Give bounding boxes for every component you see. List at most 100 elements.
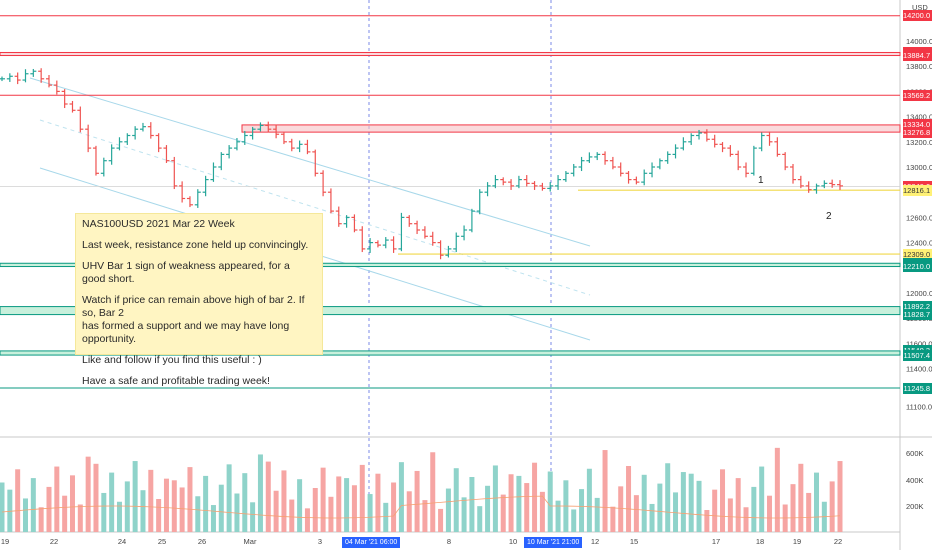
volume-bar — [798, 463, 804, 532]
x-axis-tick: 19 — [793, 537, 801, 546]
candle — [609, 156, 616, 170]
candle — [672, 144, 679, 159]
volume-bar — [187, 467, 193, 532]
candle — [727, 145, 734, 157]
volume-bar — [414, 470, 420, 532]
candle — [61, 89, 68, 109]
volume-bar — [485, 485, 491, 532]
volume-bar — [516, 475, 522, 532]
volume-bar — [673, 492, 679, 532]
volume-bar — [696, 480, 702, 532]
volume-axis-tick: 400K — [906, 476, 924, 485]
volume-bar — [626, 466, 632, 532]
candle — [711, 134, 718, 148]
volume-bar — [257, 454, 263, 532]
candle — [758, 132, 765, 152]
volume-bar — [297, 479, 303, 532]
candle — [85, 124, 92, 153]
volume-bar — [727, 498, 733, 532]
candle — [351, 214, 358, 233]
x-axis-tick: 25 — [158, 537, 166, 546]
candle — [202, 175, 209, 197]
candle — [249, 126, 256, 140]
volume-bar — [195, 496, 201, 532]
candle — [14, 72, 21, 85]
volume-bar — [806, 492, 812, 532]
candle — [578, 156, 585, 172]
candle — [406, 215, 413, 227]
candle — [445, 245, 452, 258]
candle — [539, 182, 546, 191]
x-axis-tick: Mar — [244, 537, 257, 546]
candle — [523, 175, 530, 187]
candle — [664, 151, 671, 164]
x-axis-tick: 18 — [756, 537, 764, 546]
volume-bar — [62, 495, 68, 532]
volume-bar — [453, 468, 459, 532]
candle — [38, 68, 45, 83]
y-axis-tick: 13200.0 — [906, 138, 932, 147]
candle — [492, 175, 499, 189]
candle — [171, 156, 178, 190]
y-axis-tick: 13400.0 — [906, 113, 932, 122]
candle — [696, 129, 703, 140]
candle — [476, 189, 483, 215]
volume-bar — [743, 507, 749, 532]
candle — [163, 145, 170, 163]
volume-bar — [665, 463, 671, 532]
volume-bar — [69, 475, 75, 532]
candle — [288, 138, 295, 152]
x-axis-tick: 19 — [1, 537, 9, 546]
volume-bar — [430, 452, 436, 532]
volume-bar — [649, 503, 655, 532]
candle — [296, 140, 303, 153]
volume-bar — [461, 497, 467, 532]
candle — [280, 131, 287, 145]
volume-bar — [210, 505, 216, 532]
volume-bar — [15, 469, 21, 532]
volume-bar — [328, 496, 334, 532]
candle — [374, 240, 381, 248]
candle — [100, 157, 107, 177]
x-axis-tick: 12 — [591, 537, 599, 546]
x-axis-tick: 24 — [118, 537, 126, 546]
volume-bar — [391, 482, 397, 532]
crosshair-date-badge: 10 Mar '21 21:00 — [524, 537, 583, 548]
candle — [45, 75, 52, 88]
candle — [124, 133, 131, 145]
x-axis-tick: 26 — [198, 537, 206, 546]
candle — [617, 162, 624, 177]
candle — [719, 142, 726, 153]
y-axis-tick: 12400.0 — [906, 239, 932, 248]
volume-bar — [312, 488, 318, 532]
channel-line — [29, 77, 591, 247]
candle — [0, 76, 5, 82]
candle — [186, 196, 193, 208]
y-axis-tick: 14000.0 — [906, 37, 932, 46]
x-axis-tick: 10 — [509, 537, 517, 546]
volume-bar — [555, 500, 561, 532]
volume-bar — [242, 473, 248, 532]
candle — [30, 68, 37, 77]
volume-bar — [203, 475, 209, 532]
candle — [139, 122, 146, 132]
candle — [116, 137, 123, 151]
candle — [210, 162, 217, 182]
price-tag: 14200.0 — [903, 10, 932, 22]
trade-note[interactable]: NAS100USD 2021 Mar 22 Week Last week, re… — [75, 213, 323, 387]
price-tag: 11507.4 — [903, 349, 932, 361]
candle — [335, 206, 342, 227]
y-axis-tick: 13800.0 — [906, 62, 932, 71]
volume-bar — [359, 464, 365, 532]
volume-bar — [751, 486, 757, 532]
volume-bar — [226, 464, 232, 532]
candle — [398, 212, 405, 252]
volume-ma-line — [1, 495, 841, 519]
volume-bar — [38, 507, 44, 532]
volume-bar — [814, 472, 820, 532]
note-line: UHV Bar 1 sign of weakness appeared, for… — [82, 260, 290, 285]
resistance-zone — [0, 51, 901, 57]
x-axis-tick: 8 — [447, 537, 451, 546]
candle — [233, 138, 240, 151]
volume-bar — [289, 499, 295, 532]
